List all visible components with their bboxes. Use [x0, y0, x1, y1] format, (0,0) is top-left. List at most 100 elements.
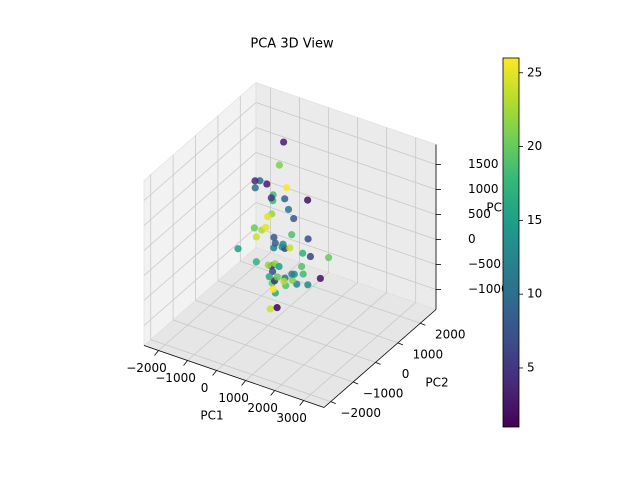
point	[304, 281, 312, 289]
point	[269, 285, 277, 293]
y-tick-label: −2000	[340, 406, 381, 420]
point	[234, 245, 242, 253]
grid-line	[172, 319, 354, 383]
point	[252, 233, 260, 241]
point	[298, 262, 306, 271]
point	[279, 240, 287, 248]
colorbar-tick-label: 25	[527, 65, 542, 79]
x-tick-label: −1000	[155, 371, 196, 385]
colorbar-tick-label: 10	[527, 287, 542, 301]
grid-line	[143, 127, 257, 226]
grid-line	[217, 280, 399, 344]
tick-mark	[397, 342, 404, 346]
grid-line	[195, 300, 376, 363]
x-tick-label: 1000	[218, 391, 249, 405]
x-tick-label: 0	[201, 381, 209, 395]
grid-line	[245, 282, 358, 381]
tick-mark	[183, 360, 188, 366]
colorbar: 5 10 15 20 25	[502, 57, 542, 428]
tick-mark	[375, 362, 381, 365]
grid-line	[255, 127, 437, 190]
z-tick-label: 1500	[468, 157, 499, 171]
grid-line	[255, 152, 437, 215]
point	[262, 223, 270, 231]
grid-line	[143, 177, 257, 276]
point	[299, 270, 307, 278]
grid-line	[143, 152, 257, 251]
z-tick-label: −1000	[468, 282, 509, 296]
grid-line	[150, 339, 331, 402]
point	[251, 184, 259, 192]
chart-title: PCA 3D View	[250, 37, 334, 52]
tick-mark	[420, 322, 426, 326]
point	[275, 161, 283, 169]
point	[281, 195, 289, 203]
point	[283, 184, 291, 192]
x-tick-label: −2000	[126, 361, 167, 375]
point	[290, 214, 298, 223]
colorbar-gradient	[502, 57, 520, 428]
point	[299, 249, 307, 257]
grid-line	[255, 227, 437, 290]
point	[268, 267, 277, 276]
grid-line	[187, 262, 300, 361]
grid-line	[303, 302, 416, 401]
grid-line	[143, 202, 257, 301]
z-tick-label: 0	[468, 232, 476, 246]
tick-mark	[299, 400, 304, 406]
point	[267, 194, 275, 202]
point	[270, 233, 278, 242]
point	[288, 231, 296, 239]
y-axis	[323, 309, 437, 408]
point	[286, 244, 294, 252]
y-tick-label: 2000	[435, 328, 466, 342]
point	[284, 205, 293, 214]
x-tick-label: 2000	[247, 401, 278, 415]
point	[266, 305, 274, 313]
grid-line	[143, 102, 257, 201]
point	[263, 180, 271, 188]
point	[306, 252, 315, 261]
x-axis-label: PC1	[200, 409, 223, 423]
point	[250, 224, 258, 232]
point	[280, 277, 288, 285]
tick-mark	[241, 380, 246, 386]
tick-mark	[154, 350, 159, 356]
y-axis-label: PC2	[425, 376, 448, 390]
grid-line	[255, 202, 437, 265]
point	[251, 177, 259, 185]
point	[288, 270, 296, 278]
x-axis	[143, 345, 325, 408]
tick-mark	[270, 390, 275, 396]
grid-line	[255, 102, 437, 165]
point	[273, 304, 281, 312]
grid-line	[143, 227, 257, 326]
point	[264, 261, 272, 269]
tick-mark	[352, 381, 359, 385]
grid-line	[158, 252, 271, 351]
point	[264, 213, 272, 221]
grid-line	[274, 292, 387, 391]
point	[271, 239, 279, 247]
point	[265, 273, 273, 281]
point	[280, 138, 288, 146]
z-tick-label: 1000	[468, 182, 499, 196]
y-tick-label: 0	[402, 367, 410, 381]
z-tick-label: 500	[468, 207, 491, 221]
x-tick-label: 3000	[276, 411, 307, 425]
y-tick-label: 1000	[413, 347, 444, 361]
point	[316, 274, 324, 283]
tick-mark	[212, 370, 217, 376]
colorbar-tick-label: 5	[527, 360, 535, 374]
point	[325, 254, 333, 262]
point	[252, 258, 260, 266]
z-tick-label: −500	[468, 257, 501, 271]
point	[273, 273, 281, 281]
point	[288, 276, 296, 284]
colorbar-tick-label: 15	[527, 213, 542, 227]
point	[304, 196, 312, 204]
grid-line	[216, 272, 329, 371]
colorbar-tick-label: 20	[527, 139, 542, 153]
